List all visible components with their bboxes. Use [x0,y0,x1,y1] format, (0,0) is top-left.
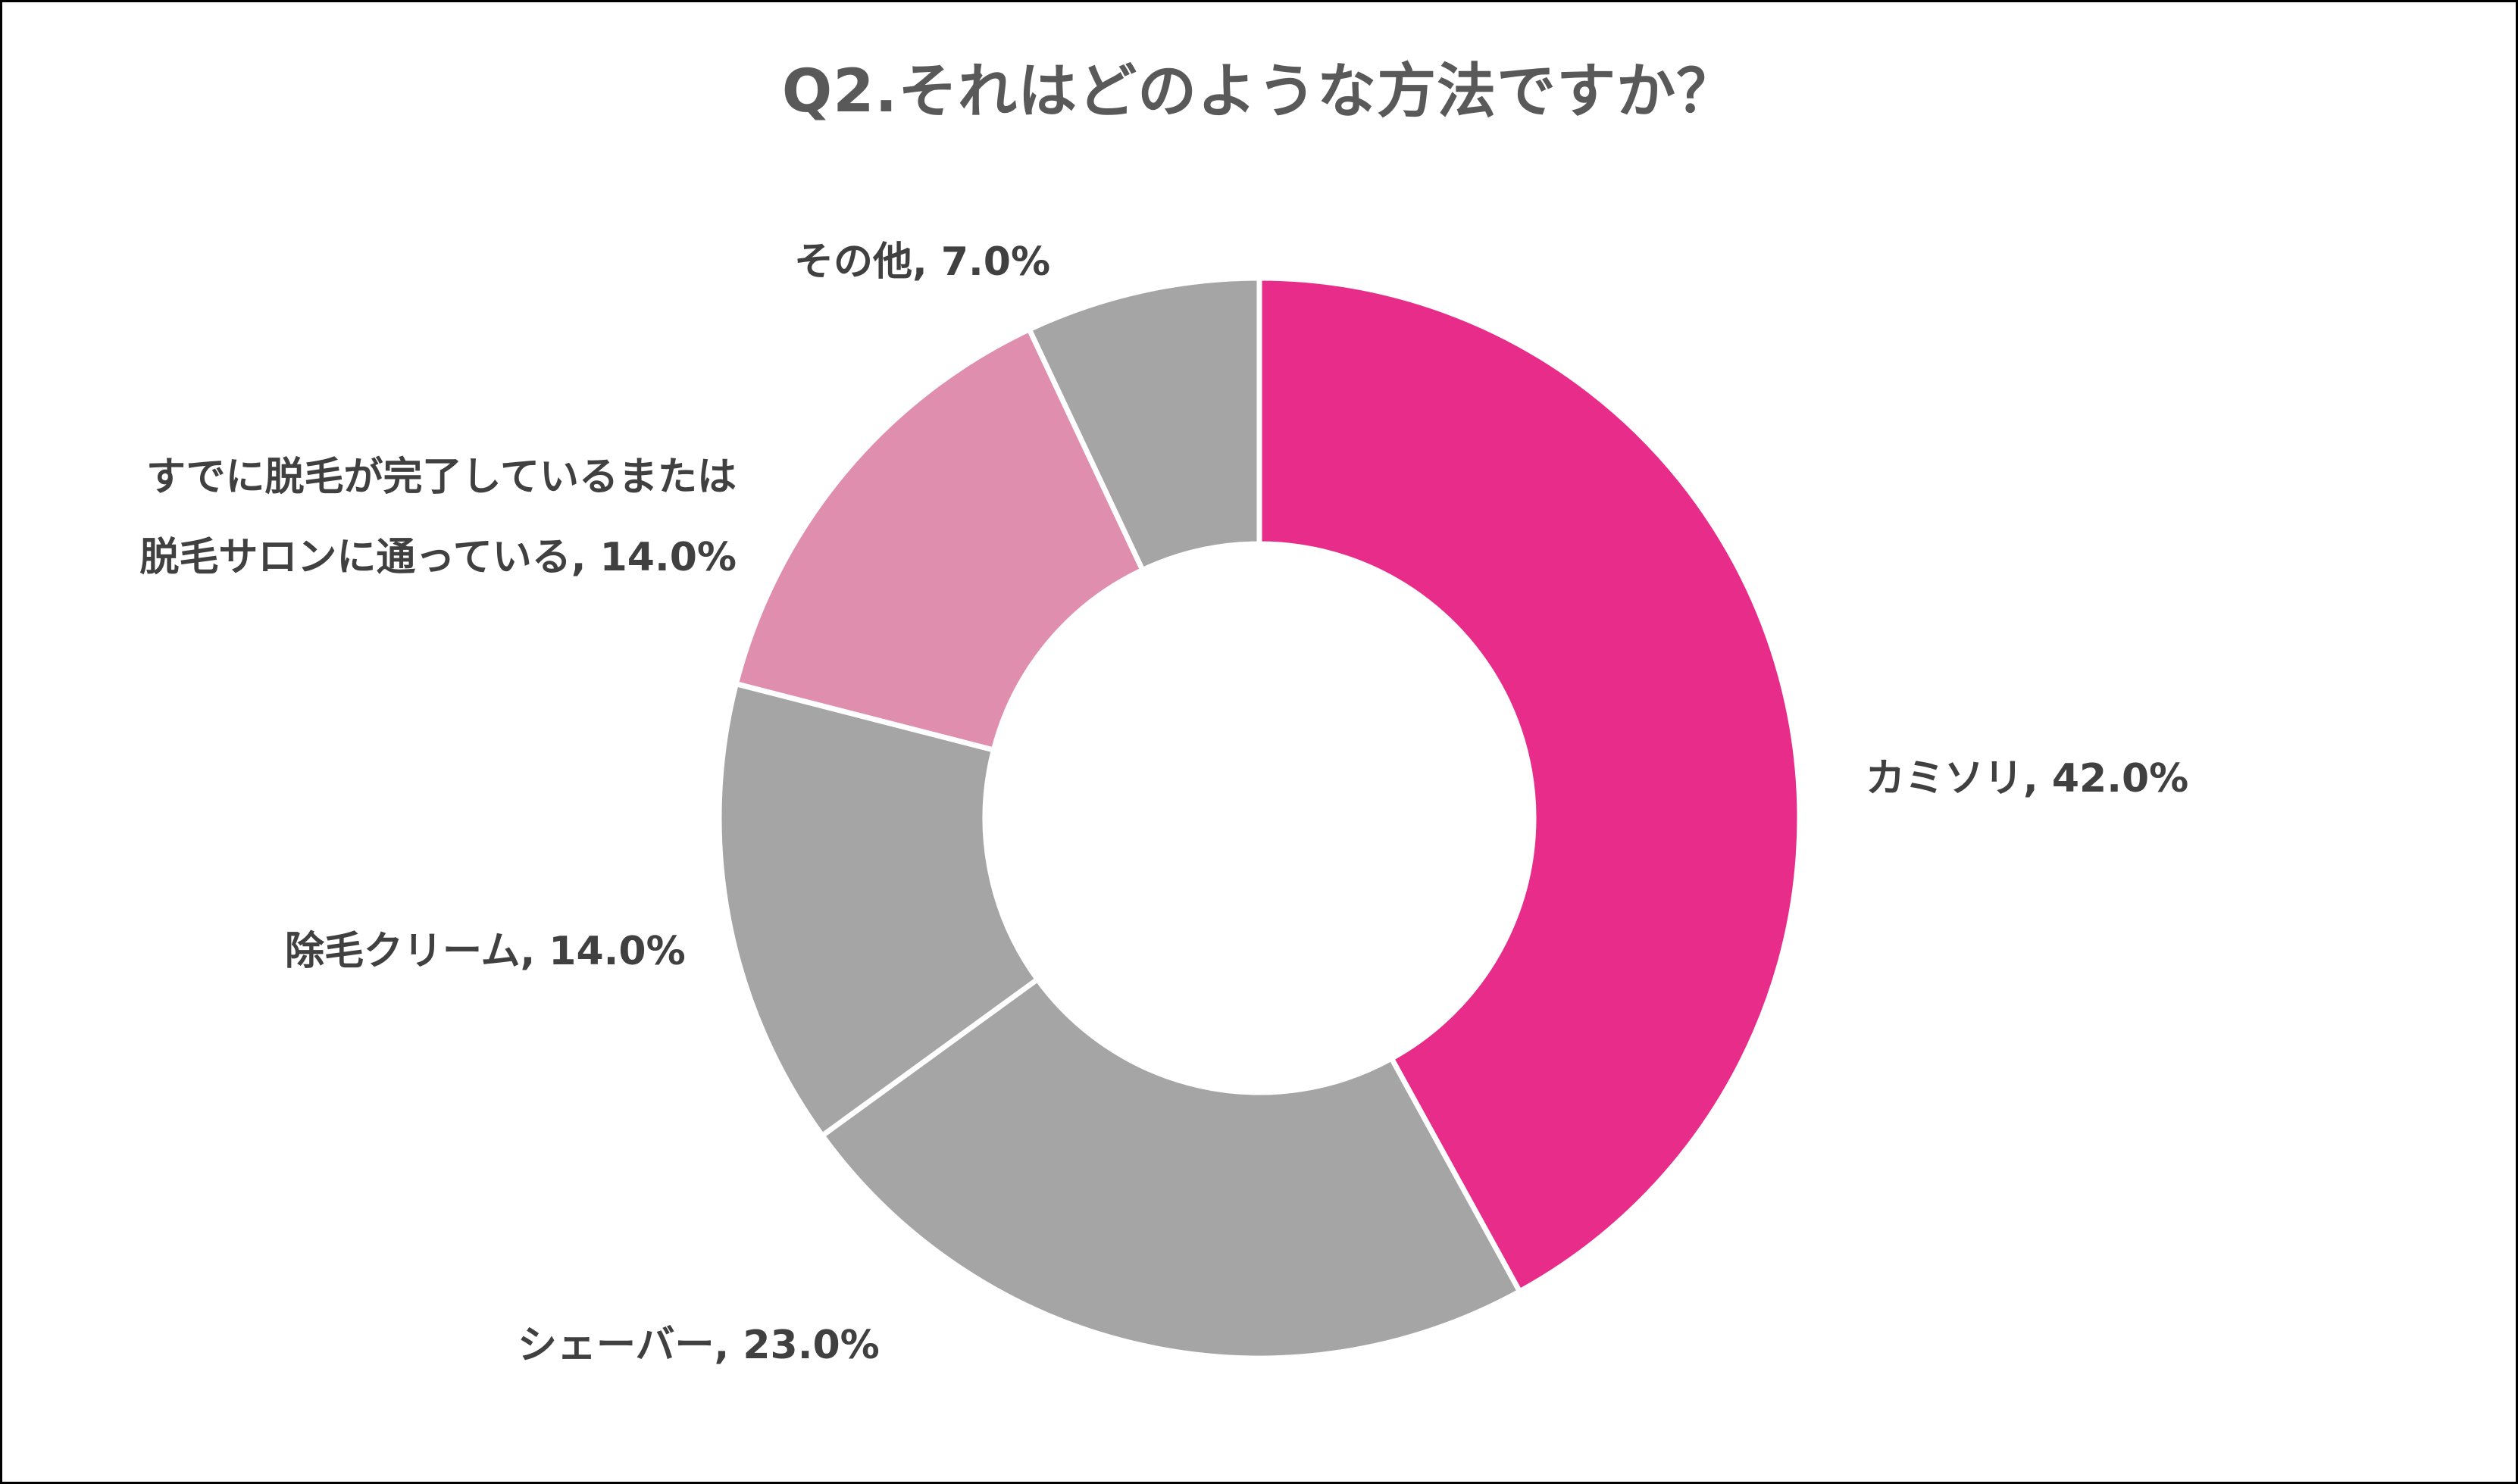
data-label-shaver: シェーバー, 23.0% [518,1323,880,1368]
slice-shaver [818,975,1524,1361]
data-label-salon: すでに脱毛が完了しているまたは 脱毛サロンに通っている, 14.0% [106,458,737,577]
chart-title: Q2.それはどのような方法ですか？ [781,58,1737,126]
slice-other [1025,275,1262,574]
slice-salon [733,326,1146,754]
slice-kamisori [1256,275,1803,1295]
data-label-kamisori: カミソリ, 42.0% [1866,756,2189,801]
data-label-salon-line2: 脱毛サロンに通っている, 14.0% [139,535,737,580]
data-label-hair-removal-cream: 除毛クリーム, 14.0% [285,929,686,974]
slice-cream [716,680,1042,1139]
data-label-salon-line1: すでに脱毛が完了しているまたは [146,455,737,500]
donut-slices [716,275,1803,1361]
data-label-other: その他, 7.0% [794,239,1051,285]
